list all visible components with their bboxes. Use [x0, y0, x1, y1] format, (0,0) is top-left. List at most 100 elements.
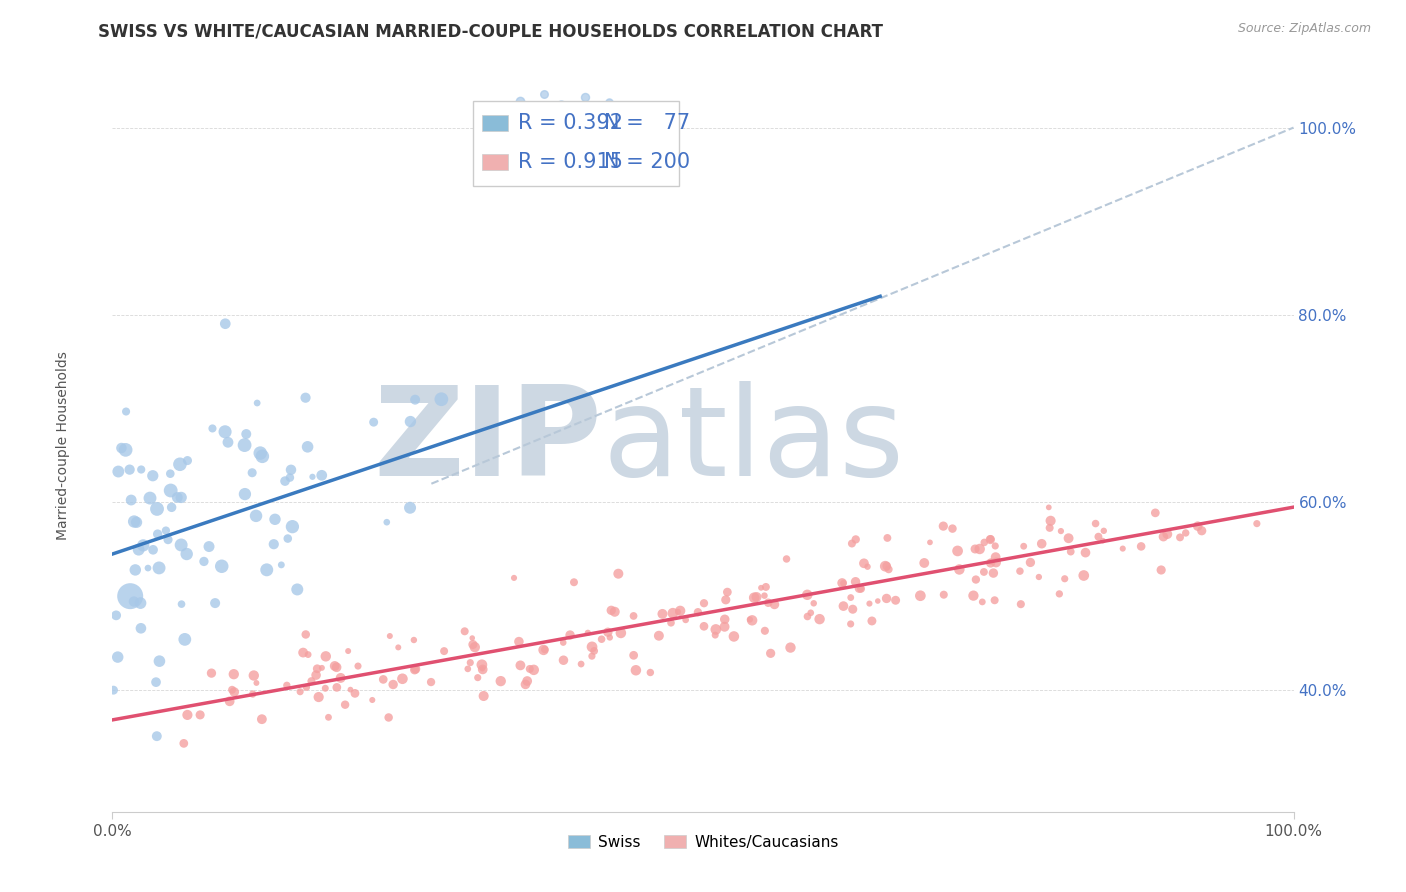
Point — [148, 561, 170, 575]
Point — [775, 552, 797, 566]
Point — [965, 573, 987, 587]
Point — [155, 524, 177, 538]
Point — [176, 453, 198, 467]
Text: N = 200: N = 200 — [603, 152, 690, 171]
Point — [246, 396, 269, 410]
Point — [941, 522, 963, 536]
Point — [318, 710, 340, 724]
Point — [523, 663, 546, 677]
Point — [294, 627, 316, 641]
Point — [294, 391, 316, 405]
Point — [243, 668, 266, 682]
Point — [962, 589, 984, 603]
Point — [402, 632, 425, 647]
Point — [877, 562, 900, 576]
Point — [343, 686, 366, 700]
Point — [214, 425, 236, 439]
Point — [285, 582, 308, 597]
Point — [391, 672, 413, 686]
Legend: Swiss, Whites/Caucasians: Swiss, Whites/Caucasians — [561, 829, 845, 856]
Point — [754, 589, 776, 603]
Point — [1187, 519, 1209, 533]
Point — [114, 442, 136, 457]
Point — [849, 582, 872, 596]
Point — [1091, 533, 1114, 548]
Point — [233, 487, 256, 501]
Point — [876, 559, 898, 574]
Point — [176, 707, 198, 722]
Bar — [482, 115, 508, 131]
Point — [120, 589, 142, 603]
Point — [533, 642, 555, 657]
Point — [173, 736, 195, 750]
Point — [105, 608, 128, 623]
Point — [832, 576, 855, 591]
Point — [581, 640, 603, 654]
Point — [128, 542, 150, 557]
Point — [323, 659, 346, 673]
Point — [1008, 564, 1031, 578]
Point — [363, 415, 385, 429]
Point — [713, 620, 735, 634]
Point — [139, 491, 162, 505]
Point — [404, 392, 426, 407]
Point — [1144, 506, 1167, 520]
Point — [796, 588, 818, 602]
Point — [242, 687, 264, 701]
Point — [979, 532, 1001, 546]
Point — [984, 556, 1007, 570]
Point — [399, 415, 422, 429]
Point — [845, 533, 868, 547]
Text: atlas: atlas — [603, 381, 904, 502]
Point — [553, 653, 575, 667]
Point — [198, 540, 221, 554]
Point — [839, 591, 862, 605]
Point — [749, 581, 772, 595]
Point — [686, 605, 709, 619]
Point — [754, 624, 776, 638]
Point — [263, 537, 285, 551]
Point — [276, 678, 298, 692]
Point — [918, 535, 941, 549]
Point — [603, 605, 626, 619]
Point — [307, 662, 329, 676]
Point — [159, 483, 181, 498]
Point — [170, 538, 193, 552]
Point — [264, 512, 287, 526]
Text: Source: ZipAtlas.com: Source: ZipAtlas.com — [1237, 22, 1371, 36]
Point — [472, 689, 495, 703]
Point — [145, 675, 167, 690]
Point — [553, 635, 575, 649]
Point — [581, 649, 603, 664]
Text: SWISS VS WHITE/CAUCASIAN MARRIED-COUPLE HOUSEHOLDS CORRELATION CHART: SWISS VS WHITE/CAUCASIAN MARRIED-COUPLE … — [98, 22, 883, 40]
Point — [755, 580, 778, 594]
Point — [188, 707, 211, 722]
Point — [842, 602, 865, 616]
Point — [969, 541, 991, 556]
Point — [591, 632, 613, 647]
Point — [610, 626, 633, 640]
Point — [759, 646, 782, 660]
Point — [280, 463, 302, 477]
Point — [361, 693, 384, 707]
Point — [876, 531, 898, 545]
Point — [831, 576, 853, 591]
Point — [115, 404, 138, 418]
Point — [339, 682, 361, 697]
Point — [742, 591, 765, 605]
Point — [576, 625, 599, 640]
Point — [107, 650, 129, 665]
Point — [315, 649, 337, 664]
Point — [860, 614, 883, 628]
Point — [912, 556, 935, 570]
Point — [159, 467, 181, 481]
Text: N =   77: N = 77 — [603, 113, 690, 133]
Point — [741, 613, 763, 627]
Point — [461, 631, 484, 645]
Text: R = 0.392: R = 0.392 — [517, 113, 623, 133]
Point — [946, 544, 969, 558]
Point — [659, 615, 682, 630]
Point — [314, 681, 336, 696]
Point — [983, 566, 1005, 580]
Point — [214, 317, 236, 331]
